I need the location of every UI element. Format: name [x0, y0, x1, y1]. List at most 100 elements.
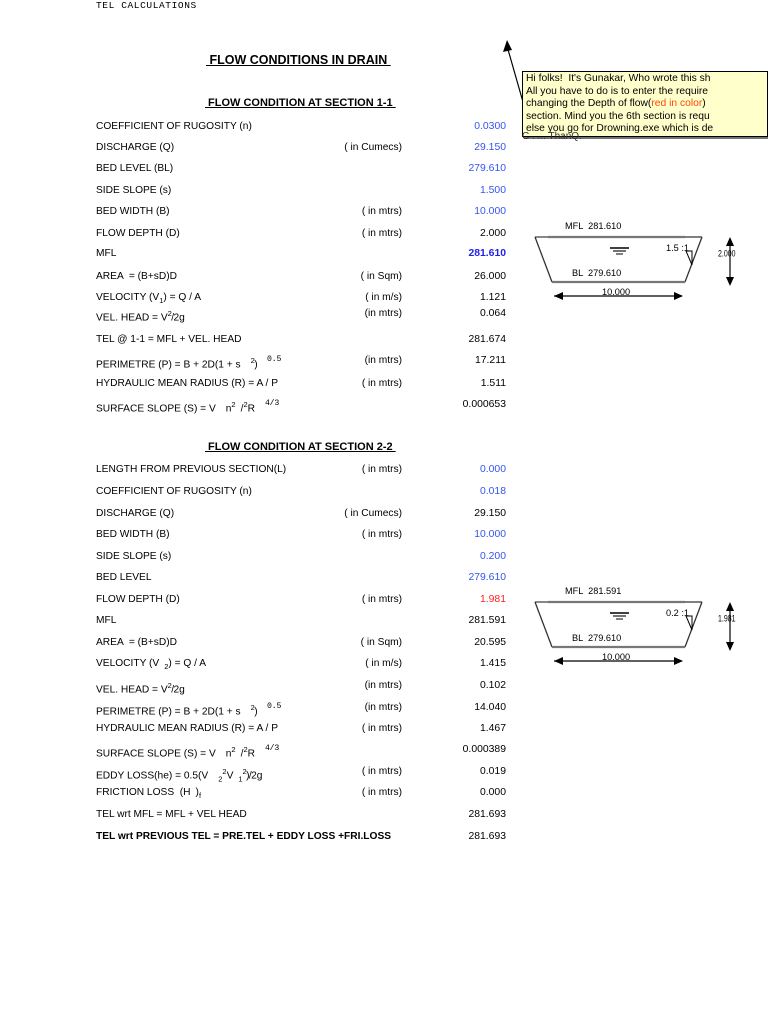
- row-value: 1.121: [479, 292, 506, 303]
- row-unit: ( in Cumecs): [344, 142, 402, 153]
- table-row: FLOW DEPTH (D) ( in mtrs) 1.981: [96, 593, 506, 609]
- row-unit: ( in m/s): [365, 292, 402, 303]
- table-row: MFL 281.591: [96, 614, 506, 630]
- row-label-formula: VEL. HEAD = V2/2g: [96, 681, 185, 696]
- row-value: 281.693: [468, 831, 506, 842]
- table-row: VELOCITY (V1) = Q / A ( in m/s) 1.121: [96, 291, 506, 307]
- row-unit: ( in mtrs): [361, 723, 402, 734]
- row-value: 1.500: [479, 185, 506, 196]
- table-row: BED LEVEL 279.610: [96, 571, 506, 587]
- row-label: MFL: [96, 248, 117, 259]
- row-value: 20.595: [474, 637, 506, 648]
- comment-line-3-text: changing the Depth of flow(: [526, 98, 652, 110]
- row-value: 0.0300: [474, 121, 506, 132]
- row-value: 1.981: [479, 594, 506, 605]
- table-row: VEL. HEAD = V2/2g (in mtrs) 0.064: [96, 307, 506, 323]
- row-label: DISCHARGE (Q): [96, 142, 175, 153]
- table-row: TEL @ 1-1 = MFL + VEL. HEAD 281.674: [96, 333, 506, 349]
- row-unit: ( in mtrs): [361, 464, 402, 475]
- table-row: MFL 281.610: [96, 247, 506, 263]
- table-row: BED WIDTH (B) ( in mtrs) 10.000: [96, 528, 506, 544]
- diagram-2-bl-label: BL 279.610: [572, 633, 622, 643]
- comment-line-3-tail: ): [702, 98, 706, 110]
- table-row: PERIMETRE (P) = B + 2D(1 + s 2) 0.5 (in mt…: [96, 701, 506, 717]
- row-value: 17.211: [474, 355, 506, 366]
- channel-cross-section-2: MFL 281.591 BL 279.610 10.000 0.2 :1 1.9…: [530, 580, 760, 690]
- row-label-formula: PERIMETRE (P) = B + 2D(1 + s 2) 0.5: [96, 702, 282, 718]
- row-value: 1.467: [479, 723, 506, 734]
- row-unit: ( in mtrs): [361, 206, 402, 217]
- diagram-2-slope-label: 0.2 :1: [666, 608, 689, 618]
- table-row: VEL. HEAD = V2/2g (in mtrs) 0.102: [96, 679, 506, 695]
- table-row: TEL wrt PREVIOUS TEL = PRE.TEL + EDDY LO…: [96, 830, 506, 846]
- row-label-formula: VEL. HEAD = V2/2g: [96, 309, 185, 324]
- row-label: BED WIDTH (B): [96, 206, 170, 217]
- table-row: AREA = (B+sD)D ( in Sqm) 26.000: [96, 270, 506, 286]
- comment-note[interactable]: Hi folks! It's Gunakar, Who wrote this s…: [522, 71, 768, 137]
- row-value: 279.610: [468, 572, 506, 583]
- channel-shape-1-svg: [534, 235, 734, 300]
- table-row: TEL wrt MFL = MFL + VEL HEAD 281.693: [96, 808, 506, 824]
- row-label: HYDRAULIC MEAN RADIUS (R) = A / P: [96, 723, 278, 734]
- row-label-formula: VELOCITY (V1) = Q / A: [96, 292, 202, 306]
- row-value: 10.000: [474, 206, 506, 217]
- table-row: SIDE SLOPE (s) 0.200: [96, 550, 506, 566]
- row-label: BED LEVEL: [96, 572, 152, 583]
- diagram-2-depth-label: 1.981: [718, 614, 736, 625]
- row-unit: ( in Cumecs): [344, 508, 402, 519]
- section-2-title: FLOW CONDITION AT SECTION 2-2: [205, 441, 396, 453]
- row-unit: ( in mtrs): [361, 766, 402, 777]
- row-label: COEFFICIENT OF RUGOSITY (n): [96, 486, 252, 497]
- table-row: COEFFICIENT OF RUGOSITY (n) 0.0300: [96, 120, 506, 136]
- comment-line-6: C . ... ThanQ.: [522, 131, 582, 142]
- section-1-title: FLOW CONDITION AT SECTION 1-1: [205, 97, 396, 109]
- table-row: BED LEVEL (BL) 279.610: [96, 162, 506, 178]
- channel-shape-2-svg: [534, 600, 734, 665]
- row-label: TEL wrt MFL = MFL + VEL HEAD: [96, 809, 247, 820]
- channel-cross-section-1: MFL 281.610 BL 279.610 10.000 1.5 :1 2.0…: [530, 215, 760, 325]
- diagram-1-bl-label: BL 279.610: [572, 268, 622, 278]
- row-label: COEFFICIENT OF RUGOSITY (n): [96, 121, 252, 132]
- row-value: 281.591: [468, 615, 506, 626]
- table-row: HYDRAULIC MEAN RADIUS (R) = A / P ( in m…: [96, 722, 506, 738]
- row-label-formula: FRICTION LOSS (H)f: [96, 787, 202, 801]
- row-label: BED WIDTH (B): [96, 529, 170, 540]
- row-unit: (in mtrs): [364, 702, 402, 713]
- row-unit: ( in Sqm): [360, 271, 402, 282]
- row-value: 0.000: [479, 464, 506, 475]
- table-row: DISCHARGE (Q) ( in Cumecs) 29.150: [96, 141, 506, 157]
- row-label: SIDE SLOPE (s): [96, 551, 172, 562]
- row-label: FLOW DEPTH (D): [96, 228, 180, 239]
- row-value: 29.150: [474, 508, 506, 519]
- comment-line-3: changing the Depth of flow(red in color): [526, 98, 765, 111]
- sheet-tab-label: TEL CALCULATIONS: [96, 0, 197, 11]
- row-value: 0.064: [479, 308, 506, 319]
- table-row: SIDE SLOPE (s) 1.500: [96, 184, 506, 200]
- row-unit: (in mtrs): [364, 680, 402, 691]
- row-value: 0.019: [479, 766, 506, 777]
- comment-line-1: Hi folks! It's Gunakar, Who wrote this s…: [526, 73, 711, 84]
- comment-line-2: All you have to do is to enter the requi…: [526, 85, 709, 97]
- row-value: 2.000: [479, 228, 506, 239]
- row-label: LENGTH FROM PREVIOUS SECTION(L): [96, 464, 287, 475]
- diagram-2-mfl-label: MFL 281.591: [565, 586, 622, 596]
- row-label: DISCHARGE (Q): [96, 508, 175, 519]
- row-value: 1.511: [480, 378, 506, 389]
- row-value: 281.674: [468, 334, 506, 345]
- row-unit: (in mtrs): [364, 308, 402, 319]
- row-value: 26.000: [474, 271, 506, 282]
- table-row: AREA = (B+sD)D ( in Sqm) 20.595: [96, 636, 506, 652]
- row-label: TEL wrt PREVIOUS TEL = PRE.TEL + EDDY LO…: [96, 831, 392, 842]
- table-row: HYDRAULIC MEAN RADIUS (R) = A / P ( in m…: [96, 377, 506, 393]
- row-value: 281.610: [468, 248, 506, 259]
- row-label-formula: EDDY LOSS(he) = 0.5(V 22V 12)/2g: [96, 767, 263, 784]
- table-row: BED WIDTH (B) ( in mtrs) 10.000: [96, 205, 506, 221]
- row-unit: ( in mtrs): [361, 594, 402, 605]
- page-title: FLOW CONDITIONS IN DRAIN: [206, 53, 391, 67]
- table-row: PERIMETRE (P) = B + 2D(1 + s 2) 0.5 (in mt…: [96, 354, 506, 370]
- table-row: DISCHARGE (Q) ( in Cumecs) 29.150: [96, 507, 506, 523]
- row-value: 281.693: [468, 809, 506, 820]
- table-row: COEFFICIENT OF RUGOSITY (n) 0.018: [96, 485, 506, 501]
